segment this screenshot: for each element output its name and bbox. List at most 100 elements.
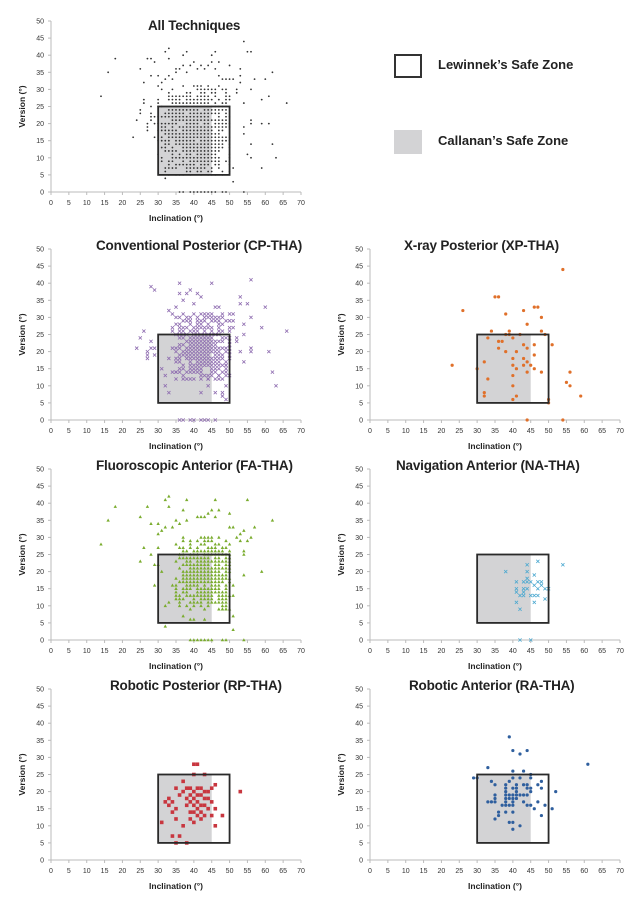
- data-point: [164, 122, 167, 125]
- data-point: [132, 136, 135, 139]
- data-point: [160, 528, 164, 532]
- data-point: [175, 132, 177, 135]
- data-point: [493, 783, 497, 787]
- data-point: [189, 64, 192, 67]
- data-point: [217, 559, 221, 563]
- data-point: [152, 346, 157, 351]
- data-point: [189, 126, 192, 128]
- data-point: [206, 796, 210, 801]
- data-point: [260, 122, 263, 125]
- data-point: [213, 556, 217, 560]
- data-point: [199, 390, 203, 395]
- data-point: [199, 535, 203, 539]
- data-point: [195, 349, 200, 354]
- data-point: [171, 98, 174, 101]
- data-point: [242, 40, 245, 43]
- data-point: [206, 545, 210, 549]
- data-point: [518, 752, 522, 756]
- data-point: [157, 85, 160, 87]
- data-point: [535, 593, 540, 598]
- data-point: [188, 353, 193, 357]
- data-point: [164, 146, 167, 149]
- x-tick-label: 70: [297, 648, 305, 655]
- y-tick-label: 40: [355, 501, 363, 508]
- data-point: [175, 119, 177, 122]
- data-point: [207, 64, 210, 67]
- data-point: [182, 136, 185, 139]
- data-point: [178, 109, 181, 111]
- x-tick-label: 60: [580, 428, 588, 435]
- data-point: [217, 163, 220, 166]
- data-point: [200, 91, 202, 94]
- x-tick-label: 15: [420, 428, 428, 435]
- data-point: [525, 418, 529, 422]
- data-point: [532, 593, 537, 598]
- x-tick-label: 30: [154, 200, 162, 207]
- data-point: [216, 377, 221, 381]
- x-tick-label: 10: [402, 648, 410, 655]
- y-tick-label: 5: [359, 400, 363, 407]
- data-point: [209, 370, 214, 375]
- data-point: [217, 109, 220, 111]
- data-point: [275, 156, 277, 159]
- data-point: [181, 318, 186, 323]
- data-point: [528, 638, 533, 642]
- data-point: [182, 132, 185, 135]
- data-point: [221, 139, 224, 142]
- data-point: [199, 366, 203, 371]
- data-point: [181, 535, 185, 539]
- x-axis-label: Inclination (°): [468, 441, 522, 451]
- data-point: [185, 109, 188, 111]
- data-point: [174, 817, 178, 821]
- data-point: [177, 593, 182, 597]
- data-point: [196, 122, 199, 125]
- data-point: [195, 549, 200, 553]
- data-point: [224, 600, 228, 604]
- x-tick-label: 50: [226, 648, 234, 655]
- data-point: [206, 562, 210, 567]
- data-point: [188, 607, 192, 611]
- y-tick-label: 15: [36, 806, 44, 813]
- y-tick-label: 0: [359, 858, 363, 865]
- x-tick-label: 40: [190, 200, 198, 207]
- data-point: [245, 301, 250, 306]
- data-point: [514, 796, 519, 801]
- data-point: [195, 359, 200, 364]
- data-point: [202, 542, 207, 546]
- data-point: [260, 569, 264, 573]
- data-point: [213, 497, 217, 502]
- data-point: [227, 525, 232, 529]
- y-tick-label: 5: [40, 840, 44, 847]
- data-point: [150, 119, 152, 122]
- x-tick-label: 5: [386, 428, 390, 435]
- data-point: [175, 98, 177, 101]
- data-point: [207, 112, 210, 115]
- data-point: [195, 346, 200, 351]
- data-point: [221, 191, 224, 193]
- data-point: [202, 339, 207, 344]
- data-point: [202, 336, 207, 340]
- data-point: [184, 346, 189, 351]
- data-point: [250, 143, 252, 146]
- data-point: [182, 160, 185, 163]
- data-point: [221, 129, 224, 132]
- data-point: [202, 803, 207, 808]
- data-point: [242, 132, 245, 135]
- data-point: [203, 98, 206, 101]
- data-point: [192, 146, 195, 149]
- data-point: [175, 136, 177, 139]
- data-point: [224, 336, 228, 340]
- x-axis-label: Inclination (°): [149, 213, 203, 223]
- data-point: [149, 552, 153, 556]
- data-point: [242, 549, 246, 553]
- data-point: [220, 336, 225, 340]
- data-point: [207, 143, 210, 146]
- data-point: [221, 119, 224, 122]
- data-point: [189, 170, 192, 173]
- data-point: [217, 556, 221, 560]
- data-point: [231, 325, 236, 330]
- data-point: [202, 329, 207, 333]
- data-point: [216, 329, 221, 333]
- data-point: [192, 112, 195, 115]
- data-point: [224, 383, 228, 388]
